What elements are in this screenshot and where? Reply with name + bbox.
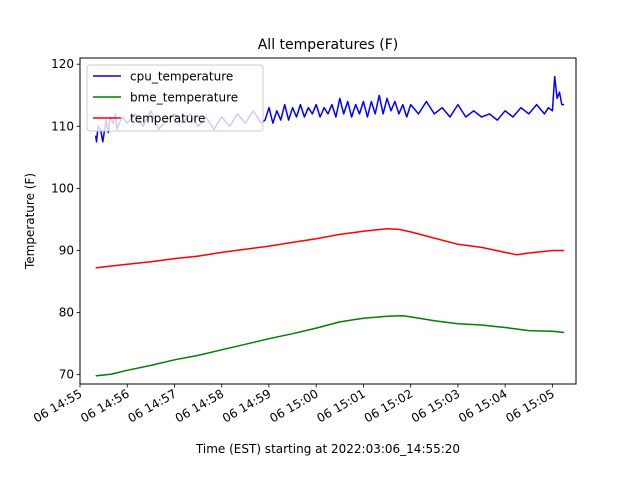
legend-label: cpu_temperature: [130, 70, 233, 84]
y-tick-label: 100: [51, 181, 74, 195]
y-tick-label: 90: [59, 243, 74, 257]
legend-box: [86, 64, 264, 132]
legend-label: temperature: [130, 112, 205, 126]
x-axis-label: Time (EST) starting at 2022:03:06_14:55:…: [195, 442, 460, 456]
legend: cpu_temperature bme_temperature temperatur…: [86, 64, 264, 132]
y-tick-label: 80: [59, 306, 74, 320]
y-tick-label: 110: [51, 119, 74, 133]
legend-label: bme_temperature: [130, 91, 238, 105]
series-line-temperature: [95, 228, 565, 269]
y-tick-label: 120: [51, 57, 74, 71]
y-axis: 70 80 90 100 110 120: [51, 57, 80, 382]
y-tick-label: 70: [59, 368, 74, 382]
chart-title: All temperatures (F): [258, 37, 399, 53]
plot-frame: [79, 57, 577, 385]
series-line-bme-temperature: [95, 314, 565, 377]
y-axis-label: Temperature (F): [23, 173, 37, 270]
